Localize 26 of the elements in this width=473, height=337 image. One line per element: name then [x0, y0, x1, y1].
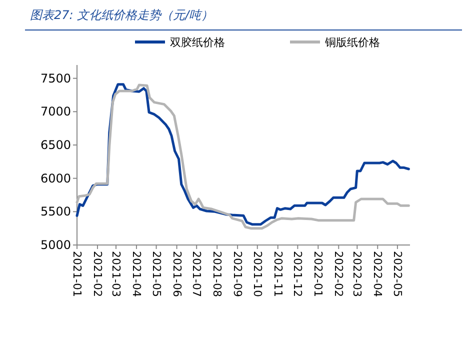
x-tick-label: 2021-05 — [150, 251, 163, 297]
x-tick-label: 2021-10 — [250, 251, 264, 297]
x-tick-label: 2022-03 — [350, 251, 364, 297]
x-tick-label: 2022-05 — [390, 251, 404, 297]
legend-label: 铜版纸价格 — [324, 36, 380, 49]
x-tick-label: 2022-04 — [371, 251, 384, 297]
y-tick-label: 5500 — [40, 204, 71, 219]
x-tick-label: 2022-02 — [332, 251, 346, 297]
y-tick-label: 7000 — [40, 104, 71, 119]
x-tick-label: 2021-06 — [170, 251, 184, 297]
x-tick-label: 2021-08 — [210, 251, 224, 297]
legend-label: 双胶纸价格 — [170, 36, 225, 49]
y-tick-label: 5000 — [40, 238, 71, 252]
y-tick-label: 7500 — [40, 71, 71, 86]
x-tick-label: 2021-07 — [190, 251, 204, 297]
y-tick-label: 6000 — [40, 171, 71, 186]
x-tick-label: 2021-03 — [109, 251, 122, 297]
x-tick-label: 2021-12 — [291, 251, 304, 297]
x-tick-label: 2021-04 — [130, 251, 143, 297]
x-tick-label: 2022-01 — [312, 251, 325, 297]
x-tick-label: 2021-01 — [70, 251, 84, 297]
chart-title: 图表27: 文化纸价格走势（元/吨） — [30, 8, 214, 22]
y-tick-label: 6500 — [40, 138, 71, 152]
x-tick-label: 2021-11 — [271, 251, 284, 297]
x-tick-label: 2021-02 — [90, 251, 104, 297]
x-tick-label: 2021-09 — [231, 251, 244, 297]
